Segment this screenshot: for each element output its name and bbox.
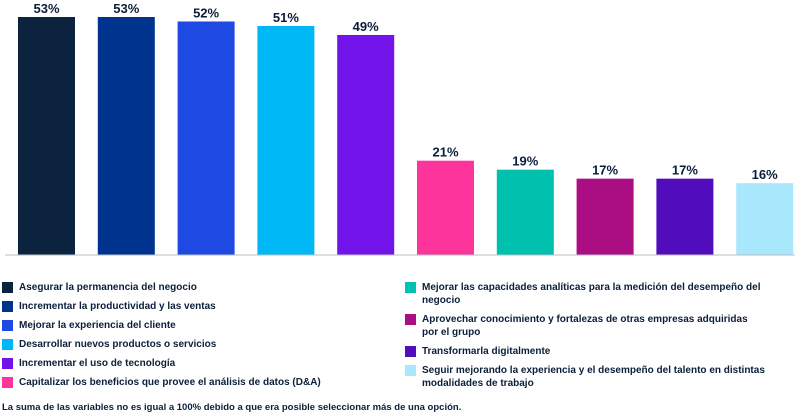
legend-swatch-2 [2,301,13,312]
legend-swatch-9 [405,346,416,357]
legend-label-10: Seguir mejorando la experiencia y el des… [422,365,765,389]
legend-item-3: Mejorar la experiencia del cliente [2,319,392,332]
legend-swatch-6 [2,377,13,388]
legend-swatch-7 [405,282,416,293]
legend-item-7: Mejorar las capacidades analíticas para … [405,281,790,307]
legend-item-8: Aprovechar conocimiento y fortalezas de … [405,313,790,339]
legend-item-5: Incrementar el uso de tecnología [2,357,392,370]
legend-label-5: Incrementar el uso de tecnología [19,358,176,369]
bar-6 [417,160,474,255]
legend-label-6: Capitalizar los beneficios que provee el… [19,377,321,388]
bar-2 [97,17,155,255]
legend-swatch-10 [405,365,416,376]
legend-swatch-1 [2,282,13,293]
legend-item-6: Capitalizar los beneficios que provee el… [2,376,392,389]
legend-label-2: Incrementar la productividad y las venta… [19,301,216,312]
bar-3 [177,21,235,255]
bar-value-label-7: 19% [512,154,538,169]
legend-label-7: Mejorar las capacidades analíticas para … [422,282,761,306]
legend-swatch-3 [2,320,13,331]
footnote: La suma de las variables no es igual a 1… [2,402,462,413]
legend-swatch-5 [2,358,13,369]
legend-item-10: Seguir mejorando la experiencia y el des… [405,364,790,390]
bar-10 [736,183,794,255]
bar-value-label-9: 17% [672,163,698,178]
legend-item-9: Transformarla digitalmente [405,345,790,358]
bar-chart: 53% 53% 52% 51% 49% 21% 19% 17% 17% 16% [5,1,795,256]
legend-label-8: Aprovechar conocimiento y fortalezas de … [422,314,748,338]
legend-label-3: Mejorar la experiencia del cliente [19,320,176,331]
legend-column-left: Asegurar la permanencia del negocio Incre… [2,281,392,395]
legend-swatch-4 [2,339,13,350]
legend-label-4: Desarrollar nuevos productos o servicios [19,339,217,350]
legend-column-right: Mejorar las capacidades analíticas para … [405,281,790,396]
bar-5 [337,34,395,255]
legend-label-9: Transformarla digitalmente [422,346,551,357]
bar-value-label-1: 53% [33,1,59,16]
bar-1 [18,17,75,255]
bar-4 [257,25,315,255]
bar-7 [496,169,554,255]
legend-item-4: Desarrollar nuevos productos o servicios [2,338,392,351]
bar-value-label-2: 53% [113,1,139,16]
legend-item-1: Asegurar la permanencia del negocio [2,281,392,294]
legend-swatch-8 [405,314,416,325]
bar-8 [576,178,634,255]
bar-value-label-6: 21% [432,145,458,160]
bar-value-label-4: 51% [273,10,299,25]
legend-item-2: Incrementar la productividad y las venta… [2,300,392,313]
bar-value-label-3: 52% [193,5,219,20]
bar-value-label-5: 49% [353,19,379,34]
bar-9 [656,178,714,255]
legend-label-1: Asegurar la permanencia del negocio [19,282,197,293]
bar-value-label-10: 16% [752,167,778,182]
bar-value-label-8: 17% [592,163,618,178]
